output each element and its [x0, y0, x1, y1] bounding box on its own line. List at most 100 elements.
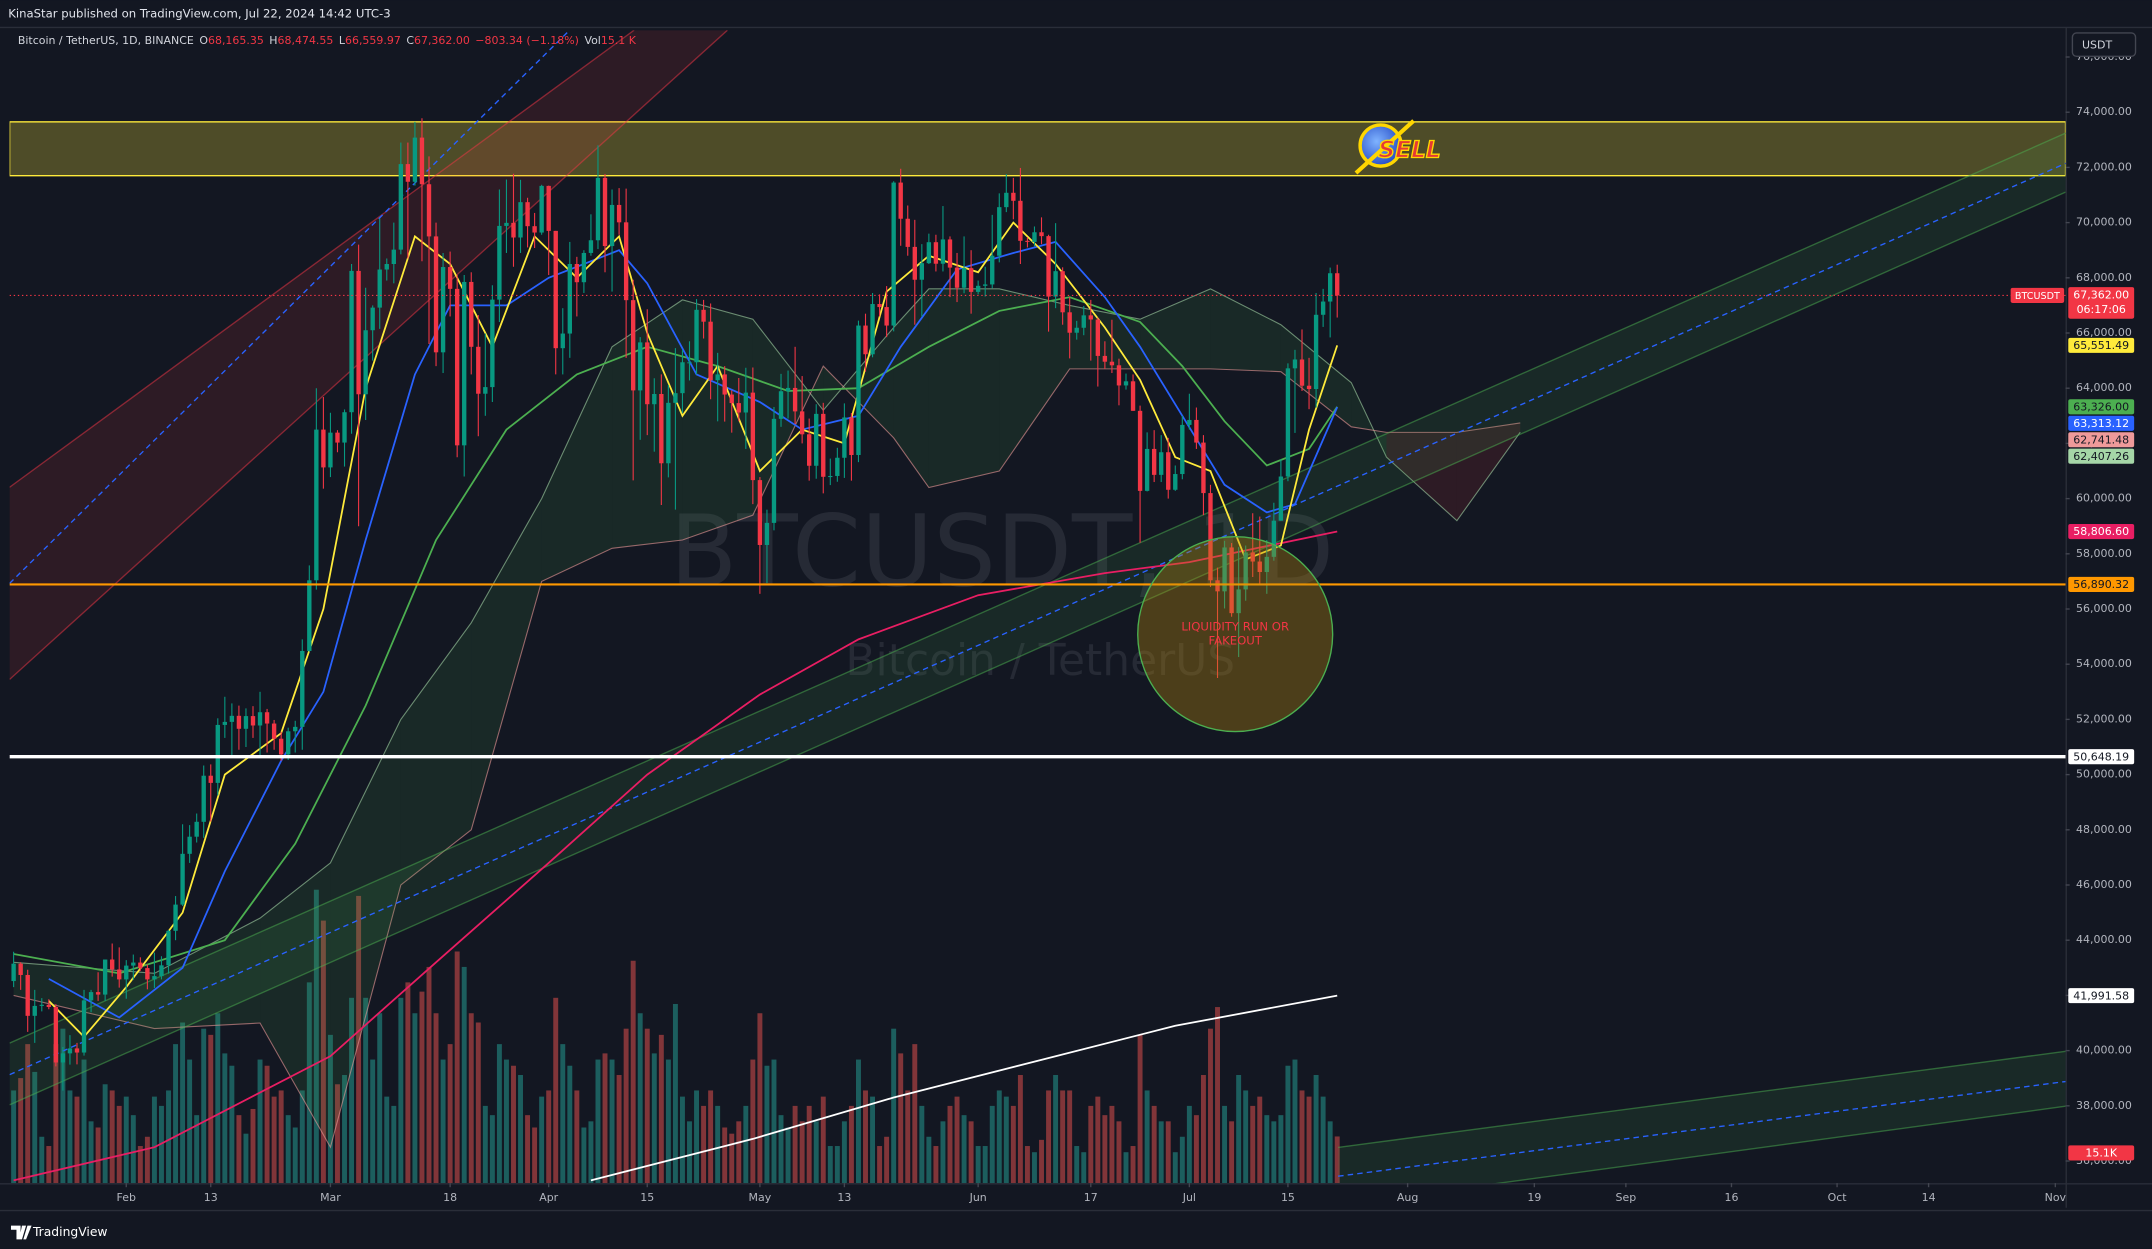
candle-body [947, 239, 953, 268]
candle-body [961, 268, 967, 288]
volume-bar [1222, 1105, 1228, 1184]
volume-bar [116, 1105, 122, 1184]
volume-bar [637, 1013, 643, 1184]
volume-bar [496, 1044, 502, 1184]
volume-bar [856, 1059, 861, 1184]
volume-bar [461, 966, 467, 1184]
volume-bar [574, 1090, 580, 1184]
candle-body [102, 959, 108, 995]
lower-channel-median [1338, 1080, 2066, 1177]
currency-button[interactable]: USDT [2071, 32, 2137, 57]
volume-bar [475, 1022, 481, 1184]
currency-button-box[interactable] [2071, 32, 2137, 57]
volume-bar [764, 1065, 770, 1184]
candle-body [778, 391, 784, 419]
legend-key: H [269, 34, 277, 47]
candle-body [335, 432, 340, 443]
candle-body [602, 177, 608, 247]
axis-label: 58,806.60 [2073, 525, 2129, 538]
y-tick-label: 70,000.00 [2076, 216, 2132, 229]
candle-body [152, 976, 157, 980]
candle-body [39, 1004, 44, 1006]
candle-body [616, 204, 622, 223]
volume-bar [313, 889, 319, 1184]
volume-bar [602, 1053, 608, 1184]
candle-body [476, 346, 481, 394]
volume-bar [1003, 1096, 1009, 1184]
volume-bar [1017, 1075, 1023, 1184]
candle-body [1194, 419, 1199, 443]
volume-bar [827, 1146, 833, 1184]
candle-body [278, 738, 284, 755]
volume-bar [440, 1059, 446, 1184]
candle-body [286, 731, 291, 755]
x-tick-label: 18 [443, 1191, 457, 1204]
candle-body [138, 962, 143, 969]
cloud-segment [1210, 288, 1281, 372]
candle-body [53, 1006, 59, 1063]
candle-body [1236, 589, 1241, 614]
volume-bar [335, 1084, 340, 1184]
candle-body [968, 268, 974, 292]
volume-bar [32, 1071, 38, 1184]
volume-bar [1095, 1096, 1101, 1184]
legend-change: −803.34 (−1.18%) [475, 34, 579, 47]
volume-bar [426, 966, 432, 1184]
candle-body [67, 1048, 73, 1054]
candle-body [447, 267, 453, 289]
axis-label: 62,407.26 [2073, 450, 2129, 463]
y-tick-label: 66,000.00 [2076, 326, 2132, 339]
y-tick-label: 74,000.00 [2076, 105, 2132, 118]
badge-slash [1354, 119, 1416, 175]
candle-body [863, 325, 868, 355]
candle-body [954, 267, 960, 288]
candle-body [293, 726, 298, 732]
volume-bar [151, 1096, 157, 1184]
candle-body [1116, 365, 1122, 386]
currency-button-text[interactable]: USDT [2082, 38, 2112, 51]
symbol-tag: BTCUSDT [2015, 291, 2060, 302]
volume-bar [877, 1146, 883, 1184]
candle-body [1313, 314, 1319, 390]
volume-layer [11, 889, 1340, 1184]
legend-symbol: Bitcoin / TetherUS, 1D, BINANCE [18, 34, 194, 47]
candle-body [1264, 556, 1269, 573]
x-tick-label: 15 [640, 1191, 654, 1204]
y-tick-label: 56,000.00 [2076, 602, 2132, 615]
volume-bar [1130, 1146, 1136, 1184]
lower-channel-edge [1494, 1105, 2066, 1184]
candle-body [342, 412, 347, 443]
volume-bar [1200, 1075, 1206, 1184]
volume-bar [870, 1096, 876, 1184]
candle-body [849, 417, 854, 455]
volume-bar [947, 1105, 953, 1184]
volume-bar [595, 1059, 601, 1184]
candle-body [454, 288, 460, 446]
candle-body [1018, 200, 1023, 241]
candle-body [729, 394, 734, 404]
volume-bar [1102, 1115, 1108, 1184]
candle-body [1095, 319, 1101, 356]
volume-bar [884, 1136, 890, 1184]
volume-bar [891, 1028, 897, 1184]
candle-body [166, 930, 171, 966]
volume-bar [236, 1115, 242, 1184]
volume-bar [102, 1084, 108, 1184]
volume-bar [377, 1013, 383, 1184]
candle-body [1074, 327, 1079, 333]
volume-bar [194, 1115, 200, 1184]
candle-body [1257, 561, 1262, 573]
candle-body [1320, 301, 1326, 315]
candle-body [433, 236, 439, 353]
candle-body [1046, 236, 1051, 297]
axis-label: 41,991.58 [2073, 989, 2129, 1002]
volume-bar [1334, 1136, 1340, 1184]
volume-bar [588, 1121, 594, 1184]
watermark-name: Bitcoin / TetherUS [845, 635, 1235, 686]
candle-body [215, 724, 220, 783]
candle-body [1011, 192, 1016, 201]
axis-label-box [2068, 399, 2135, 415]
volume-bar [1292, 1059, 1298, 1184]
volume-bar [679, 1096, 685, 1184]
candle-body [546, 185, 551, 231]
